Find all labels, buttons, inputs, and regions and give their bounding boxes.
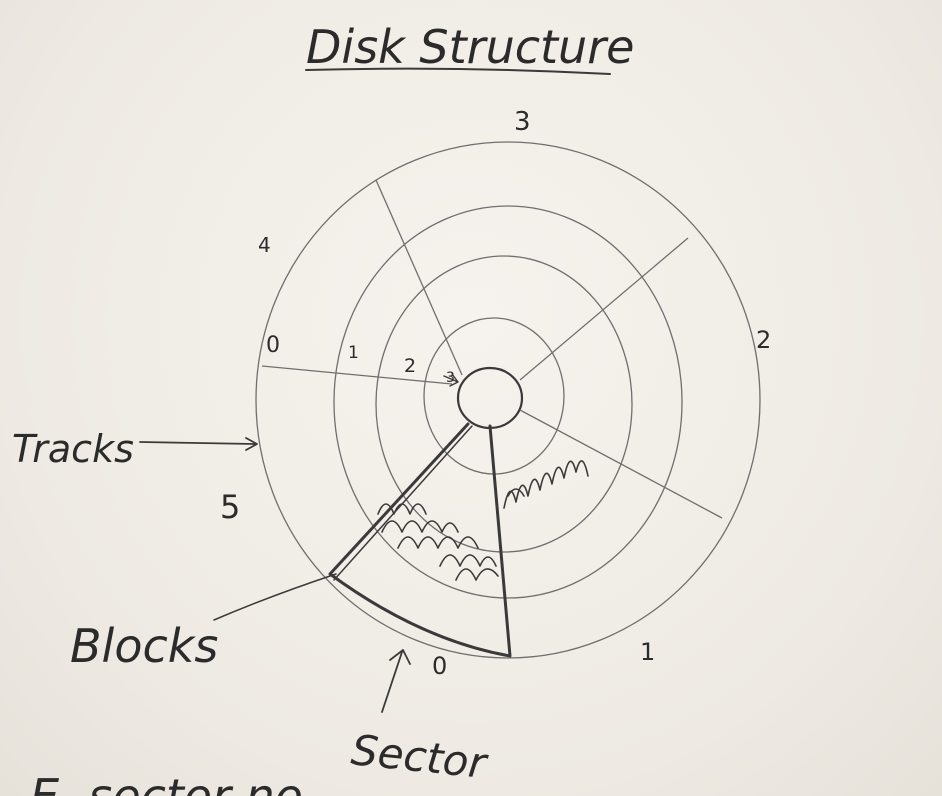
track-circle-3 <box>375 255 633 553</box>
bottom-cut-text: E. sector no <box>30 769 303 796</box>
track-number-3: 3 <box>446 370 455 386</box>
sector-number-5: 5 <box>220 488 240 526</box>
hatched-block-left <box>377 503 499 581</box>
track-number-0: 0 <box>266 333 280 358</box>
sector-label: Sector <box>349 725 491 788</box>
sector-number-4: 4 <box>258 233 271 257</box>
track-arrow-icon <box>443 373 459 387</box>
diagram-title: Disk Structure <box>306 20 634 74</box>
highlighted-sector-outline <box>328 422 512 658</box>
sector-number-2: 2 <box>756 326 771 354</box>
hatched-block-right <box>503 460 589 509</box>
highlighted-sector-edge <box>333 425 473 581</box>
blocks-label: Blocks <box>70 619 218 673</box>
sector-number-1: 1 <box>640 638 655 666</box>
blocks-pointer-line <box>213 573 337 621</box>
sector-number-0: 0 <box>432 652 447 680</box>
sector-arrow-icon <box>381 649 411 713</box>
sector-line-lower-right <box>519 409 723 519</box>
sector-line-upper-right <box>519 237 689 381</box>
tracks-label: Tracks <box>12 427 134 471</box>
sector-line-top <box>375 179 463 376</box>
sector-number-3: 3 <box>514 107 531 137</box>
sector-line-left <box>261 365 453 385</box>
spindle-hole <box>456 366 524 430</box>
track-number-1: 1 <box>348 343 359 363</box>
tracks-arrow-icon <box>139 437 258 451</box>
track-circle-2 <box>333 205 683 599</box>
title-underline <box>305 67 611 75</box>
track-number-2: 2 <box>404 355 416 377</box>
track-circle-outer <box>255 141 761 659</box>
